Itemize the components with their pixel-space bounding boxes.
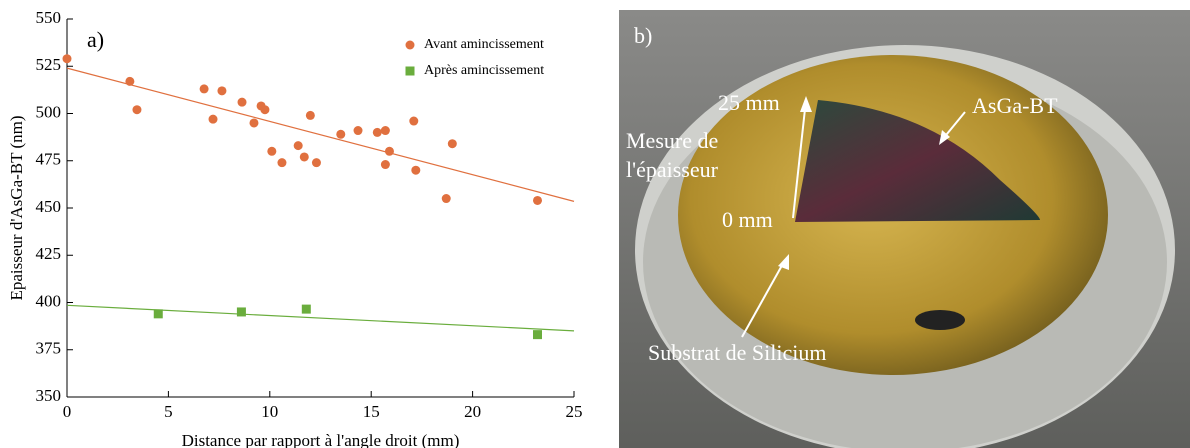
point bbox=[249, 118, 259, 128]
point bbox=[236, 307, 246, 317]
point bbox=[217, 86, 227, 96]
pointer-arrow bbox=[741, 259, 786, 338]
point bbox=[153, 309, 163, 319]
point bbox=[532, 195, 542, 205]
x-axis-label: Distance par rapport à l'angle droit (mm… bbox=[182, 431, 460, 448]
y-tick-label: 425 bbox=[36, 244, 62, 263]
y-tick-label: 550 bbox=[36, 8, 62, 27]
point bbox=[299, 152, 309, 162]
point bbox=[532, 330, 542, 340]
y-tick-label: 475 bbox=[36, 150, 62, 169]
point bbox=[380, 126, 390, 136]
x-tick-label: 20 bbox=[464, 402, 481, 421]
point bbox=[301, 304, 311, 314]
y-tick-label: 400 bbox=[36, 291, 62, 310]
point bbox=[372, 127, 382, 137]
annotation: AsGa-BT bbox=[972, 93, 1058, 118]
point bbox=[447, 139, 457, 149]
point bbox=[353, 126, 363, 136]
point bbox=[208, 114, 218, 124]
point bbox=[125, 76, 135, 86]
arrow-head bbox=[800, 96, 812, 112]
arrow-head bbox=[778, 254, 789, 270]
x-tick-label: 15 bbox=[363, 402, 380, 421]
x-tick-label: 10 bbox=[261, 402, 278, 421]
point bbox=[380, 160, 390, 170]
measure-arrow bbox=[792, 99, 807, 219]
y-tick-label: 350 bbox=[36, 386, 62, 405]
fit-line bbox=[66, 67, 575, 202]
point bbox=[384, 146, 394, 156]
point bbox=[409, 116, 419, 126]
annotation: l'épaisseur bbox=[626, 157, 719, 182]
y-axis-label: Epaisseur d'AsGa-BT (nm) bbox=[7, 116, 26, 301]
y-tick-label: 450 bbox=[36, 197, 62, 216]
point bbox=[311, 158, 321, 168]
tweezer-mark bbox=[915, 310, 965, 330]
point bbox=[62, 54, 72, 64]
point bbox=[441, 194, 451, 204]
photo: b) 25 mm 0 mm Mesure de l'épaisseur AsGa… bbox=[619, 10, 1190, 448]
legend-label: Avant amincissement bbox=[424, 37, 544, 52]
panel-label: b) bbox=[634, 23, 652, 48]
annotation: Substrat de Silicium bbox=[648, 340, 826, 365]
annotation: 25 mm bbox=[718, 90, 780, 115]
annotation: 0 mm bbox=[722, 207, 773, 232]
y-tick-label: 525 bbox=[36, 55, 62, 74]
y-tick-label: 500 bbox=[36, 102, 62, 121]
point bbox=[199, 84, 209, 94]
fit-line bbox=[66, 304, 575, 332]
annotation: Mesure de bbox=[626, 128, 718, 153]
point bbox=[277, 158, 287, 168]
point bbox=[237, 97, 247, 107]
x-tick-label: 5 bbox=[164, 402, 173, 421]
arrow-head bbox=[939, 130, 950, 145]
point bbox=[336, 129, 346, 139]
legend-marker bbox=[405, 40, 415, 50]
point bbox=[267, 146, 277, 156]
point bbox=[132, 105, 142, 115]
x-tick-label: 0 bbox=[63, 402, 72, 421]
point bbox=[260, 105, 270, 115]
legend-marker bbox=[405, 66, 415, 76]
y-tick-label: 375 bbox=[36, 339, 62, 358]
x-tick-label: 25 bbox=[566, 402, 583, 421]
asga-wafer bbox=[795, 100, 1040, 222]
point bbox=[293, 141, 303, 151]
point bbox=[305, 110, 315, 120]
point bbox=[411, 165, 421, 175]
panel-label: a) bbox=[87, 27, 104, 52]
legend-label: Après amincissement bbox=[424, 63, 544, 78]
